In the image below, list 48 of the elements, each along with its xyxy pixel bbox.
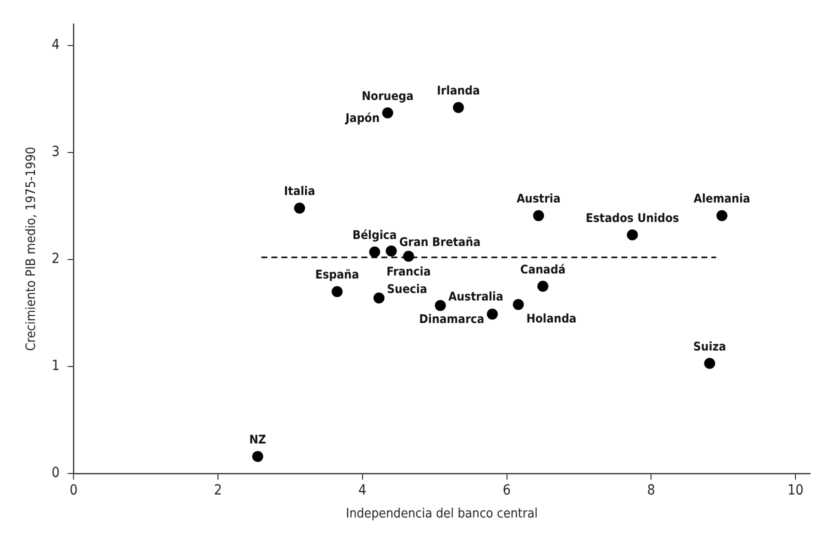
annotation: Holanda xyxy=(526,312,576,326)
x-axis-title: Independencia del banco central xyxy=(346,506,538,522)
point xyxy=(716,210,728,222)
point xyxy=(373,292,384,304)
annotation: Alemania xyxy=(694,192,750,206)
annotation: Suiza xyxy=(693,339,726,354)
point xyxy=(486,308,498,320)
annotation: NZ xyxy=(249,432,266,447)
point xyxy=(512,298,524,310)
annotation: Francia xyxy=(386,264,431,278)
y-axis-title: Crecimiento PIB medio, 1975-1990 xyxy=(24,146,40,351)
y-tick-label: 2 xyxy=(52,251,60,268)
point xyxy=(386,245,397,256)
annotation: Australia xyxy=(448,290,504,304)
point xyxy=(332,286,343,298)
annotation: España xyxy=(315,268,360,282)
annotation: Noruega xyxy=(362,88,414,103)
x-tick-label: 6 xyxy=(502,482,511,499)
point xyxy=(434,300,446,312)
x-tick-label: 0 xyxy=(70,482,78,499)
annotation: Gran Bretaña xyxy=(399,235,480,250)
annotation: Irlanda xyxy=(436,84,480,98)
point xyxy=(369,246,380,258)
x-tick-label: 2 xyxy=(214,482,222,499)
point xyxy=(382,107,394,118)
point xyxy=(452,102,464,113)
annotation: Austria xyxy=(516,192,561,206)
x-tick-label: 8 xyxy=(647,482,656,499)
point xyxy=(403,250,414,262)
x-tick-label: 4 xyxy=(358,482,366,499)
annotation: Dinamarca xyxy=(419,312,484,326)
point xyxy=(294,202,306,214)
point xyxy=(626,229,638,240)
annotation: Estados Unidos xyxy=(586,211,680,226)
annotation: Canadá xyxy=(520,262,566,276)
y-tick-label: 4 xyxy=(52,37,60,54)
y-tick-label: 3 xyxy=(52,144,60,160)
point xyxy=(533,210,544,222)
x-tick-label: 10 xyxy=(788,482,804,499)
annotation: Suecia xyxy=(386,282,428,296)
annotation: Japón xyxy=(344,110,380,125)
point xyxy=(704,358,716,369)
point xyxy=(537,280,548,292)
point xyxy=(252,450,264,462)
annotation: Italia xyxy=(284,184,316,198)
y-tick-label: 0 xyxy=(52,465,60,482)
annotation: Bélgica xyxy=(352,228,397,242)
y-tick-label: 1 xyxy=(52,358,60,374)
